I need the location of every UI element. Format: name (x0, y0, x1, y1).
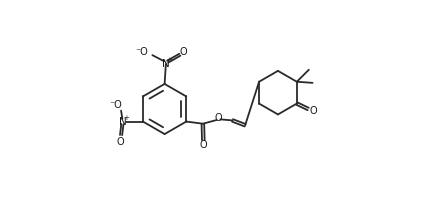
Text: N: N (119, 117, 127, 126)
Text: +: + (166, 57, 172, 63)
Text: O: O (200, 140, 207, 150)
Text: O: O (215, 114, 223, 123)
Text: O: O (309, 106, 317, 116)
Text: O: O (180, 47, 187, 57)
Text: ⁻O: ⁻O (135, 47, 148, 57)
Text: O: O (116, 137, 124, 146)
Text: ⁻O: ⁻O (109, 100, 122, 110)
Text: +: + (123, 115, 129, 121)
Text: N: N (163, 59, 170, 69)
